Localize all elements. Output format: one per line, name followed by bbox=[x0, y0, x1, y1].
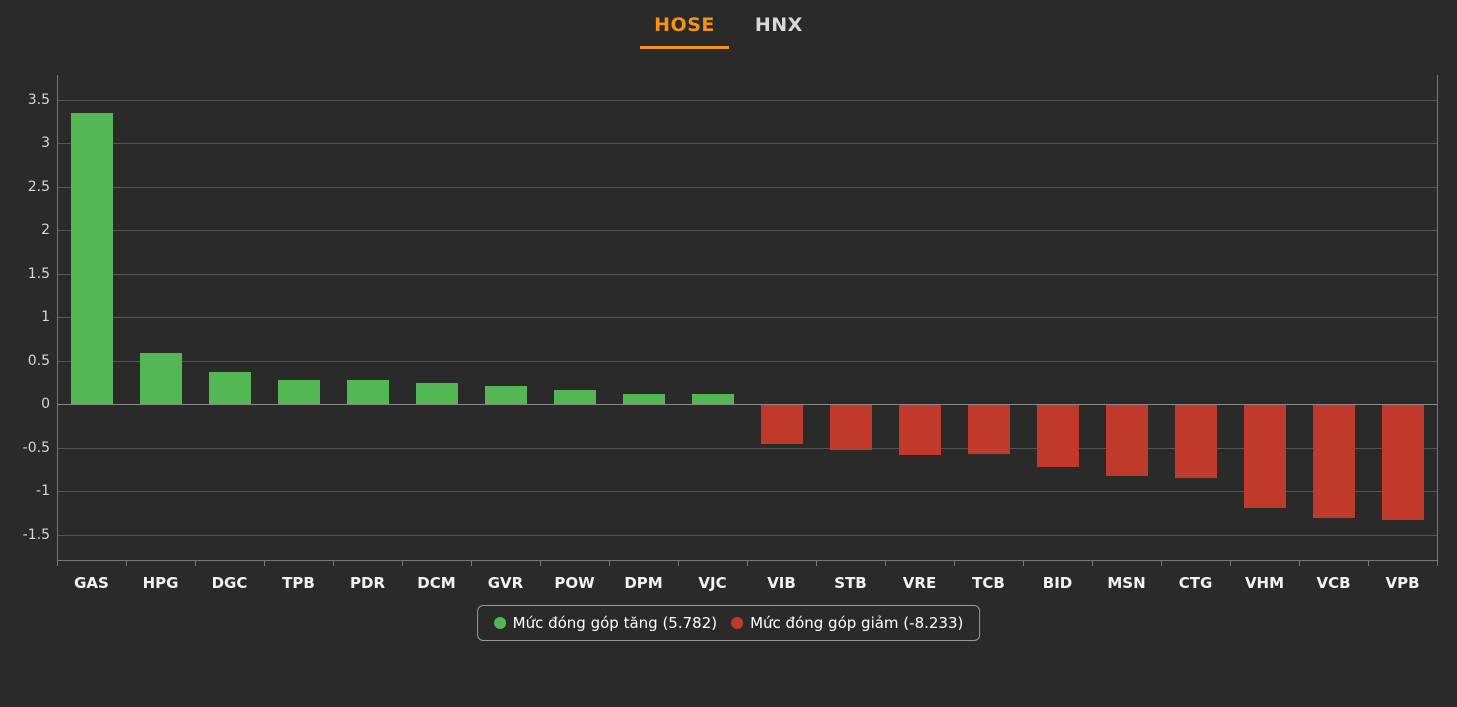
tab-hnx[interactable]: HNX bbox=[754, 14, 803, 36]
exchange-tabs: HOSE HNX bbox=[0, 6, 1457, 49]
bar-stb[interactable] bbox=[829, 405, 872, 451]
bar-pdr[interactable] bbox=[346, 379, 389, 404]
tab-hose[interactable]: HOSE bbox=[640, 6, 729, 49]
bar-vhm[interactable] bbox=[1243, 405, 1286, 508]
x-axis-category-label: DGC bbox=[211, 574, 248, 592]
x-axis-category-label: TPB bbox=[282, 574, 315, 592]
bar-dcm[interactable] bbox=[415, 383, 458, 404]
x-axis-category-label: DCM bbox=[417, 574, 456, 592]
x-axis-category-label: PDR bbox=[350, 574, 385, 592]
legend-decrease-dot-icon bbox=[731, 617, 744, 629]
bar-bid[interactable] bbox=[1036, 405, 1079, 467]
right-axis-line bbox=[1437, 75, 1438, 560]
bar-hpg[interactable] bbox=[139, 352, 182, 404]
x-axis-category-label: STB bbox=[834, 574, 867, 592]
gridline bbox=[57, 143, 1437, 144]
x-axis-tick bbox=[1092, 560, 1093, 566]
x-axis-category-label: GAS bbox=[74, 574, 109, 592]
x-axis-tick bbox=[609, 560, 610, 566]
bar-tcb[interactable] bbox=[967, 405, 1010, 454]
bar-vib[interactable] bbox=[760, 405, 803, 445]
bar-vcb[interactable] bbox=[1312, 405, 1355, 519]
y-axis-tick-label: 2.5 bbox=[27, 178, 50, 195]
x-axis-category-label: HPG bbox=[142, 574, 179, 592]
x-axis-tick bbox=[747, 560, 748, 566]
bar-vjc[interactable] bbox=[691, 394, 734, 404]
chart-legend: Mức đóng góp tăng (5.782) Mức đóng góp g… bbox=[476, 605, 981, 641]
x-axis-tick bbox=[1299, 560, 1300, 566]
x-axis-tick bbox=[126, 560, 127, 566]
y-axis-tick-label: 3.5 bbox=[27, 91, 50, 108]
x-axis-category-label: VIB bbox=[767, 574, 796, 592]
x-axis-tick bbox=[954, 560, 955, 566]
gridline bbox=[57, 534, 1437, 536]
x-axis-tick bbox=[1437, 560, 1438, 566]
x-axis-category-label: MSN bbox=[1107, 574, 1146, 592]
x-axis-category-label: DPM bbox=[624, 574, 663, 592]
x-axis-category-label: VRE bbox=[902, 574, 937, 592]
y-axis-tick-label: -1.5 bbox=[22, 526, 50, 543]
bar-dpm[interactable] bbox=[622, 393, 665, 404]
x-axis-tick bbox=[678, 560, 679, 566]
x-axis-tick bbox=[816, 560, 817, 566]
bar-vre[interactable] bbox=[898, 405, 941, 455]
x-axis-category-label: BID bbox=[1042, 574, 1073, 592]
gridline bbox=[57, 99, 1437, 101]
x-axis-tick bbox=[57, 560, 58, 566]
gridline bbox=[57, 360, 1437, 362]
bar-vpb[interactable] bbox=[1381, 405, 1424, 520]
legend-item-increase[interactable]: Mức đóng góp tăng (5.782) bbox=[493, 614, 718, 632]
x-axis-category-label: VPB bbox=[1385, 574, 1420, 592]
x-axis-category-label: TCB bbox=[972, 574, 1005, 592]
x-axis-tick bbox=[540, 560, 541, 566]
y-axis-tick-label: 0 bbox=[41, 396, 50, 412]
x-axis-tick bbox=[1161, 560, 1162, 566]
x-axis-tick bbox=[885, 560, 886, 566]
x-axis-tick bbox=[1368, 560, 1369, 566]
y-axis-tick-label: -0.5 bbox=[22, 439, 50, 456]
bar-msn[interactable] bbox=[1105, 405, 1148, 477]
y-axis-tick-label: -1 bbox=[36, 483, 50, 499]
bar-dgc[interactable] bbox=[208, 371, 251, 404]
x-axis-tick bbox=[264, 560, 265, 566]
x-axis-tick bbox=[1023, 560, 1024, 566]
x-axis-category-label: VHM bbox=[1244, 574, 1285, 592]
legend-item-decrease[interactable]: Mức đóng góp giảm (-8.233) bbox=[731, 614, 963, 632]
x-axis-category-label: POW bbox=[554, 574, 595, 592]
y-axis-tick-label: 3 bbox=[41, 135, 50, 151]
y-axis-line bbox=[57, 75, 58, 560]
x-axis-tick bbox=[195, 560, 196, 566]
x-axis-category-label: VJC bbox=[698, 574, 727, 592]
legend-increase-label: Mức đóng góp tăng (5.782) bbox=[512, 614, 718, 632]
y-axis-tick-label: 2 bbox=[41, 222, 50, 238]
gridline bbox=[57, 230, 1437, 231]
gridline bbox=[57, 491, 1437, 492]
y-axis-tick-label: 0.5 bbox=[27, 352, 50, 369]
x-axis-tick bbox=[471, 560, 472, 566]
bar-gvr[interactable] bbox=[484, 385, 527, 404]
x-axis-tick bbox=[333, 560, 334, 566]
y-axis-tick-label: 1.5 bbox=[27, 265, 50, 282]
gridline bbox=[57, 447, 1437, 449]
legend-decrease-label: Mức đóng góp giảm (-8.233) bbox=[750, 614, 964, 632]
x-axis-category-label: VCB bbox=[1316, 574, 1351, 592]
bar-tpb[interactable] bbox=[277, 379, 320, 404]
x-axis-tick bbox=[1230, 560, 1231, 566]
gridline bbox=[57, 186, 1437, 188]
y-axis-tick-label: 1 bbox=[41, 309, 50, 325]
gridline bbox=[57, 273, 1437, 275]
bar-pow[interactable] bbox=[553, 390, 596, 404]
gridline bbox=[57, 404, 1437, 405]
bar-gas[interactable] bbox=[70, 113, 113, 404]
x-axis-category-label: CTG bbox=[1178, 574, 1213, 592]
x-axis-tick bbox=[402, 560, 403, 566]
bar-ctg[interactable] bbox=[1174, 405, 1217, 479]
legend-increase-dot-icon bbox=[493, 617, 506, 629]
x-axis-category-label: GVR bbox=[487, 574, 524, 592]
gridline bbox=[57, 317, 1437, 318]
